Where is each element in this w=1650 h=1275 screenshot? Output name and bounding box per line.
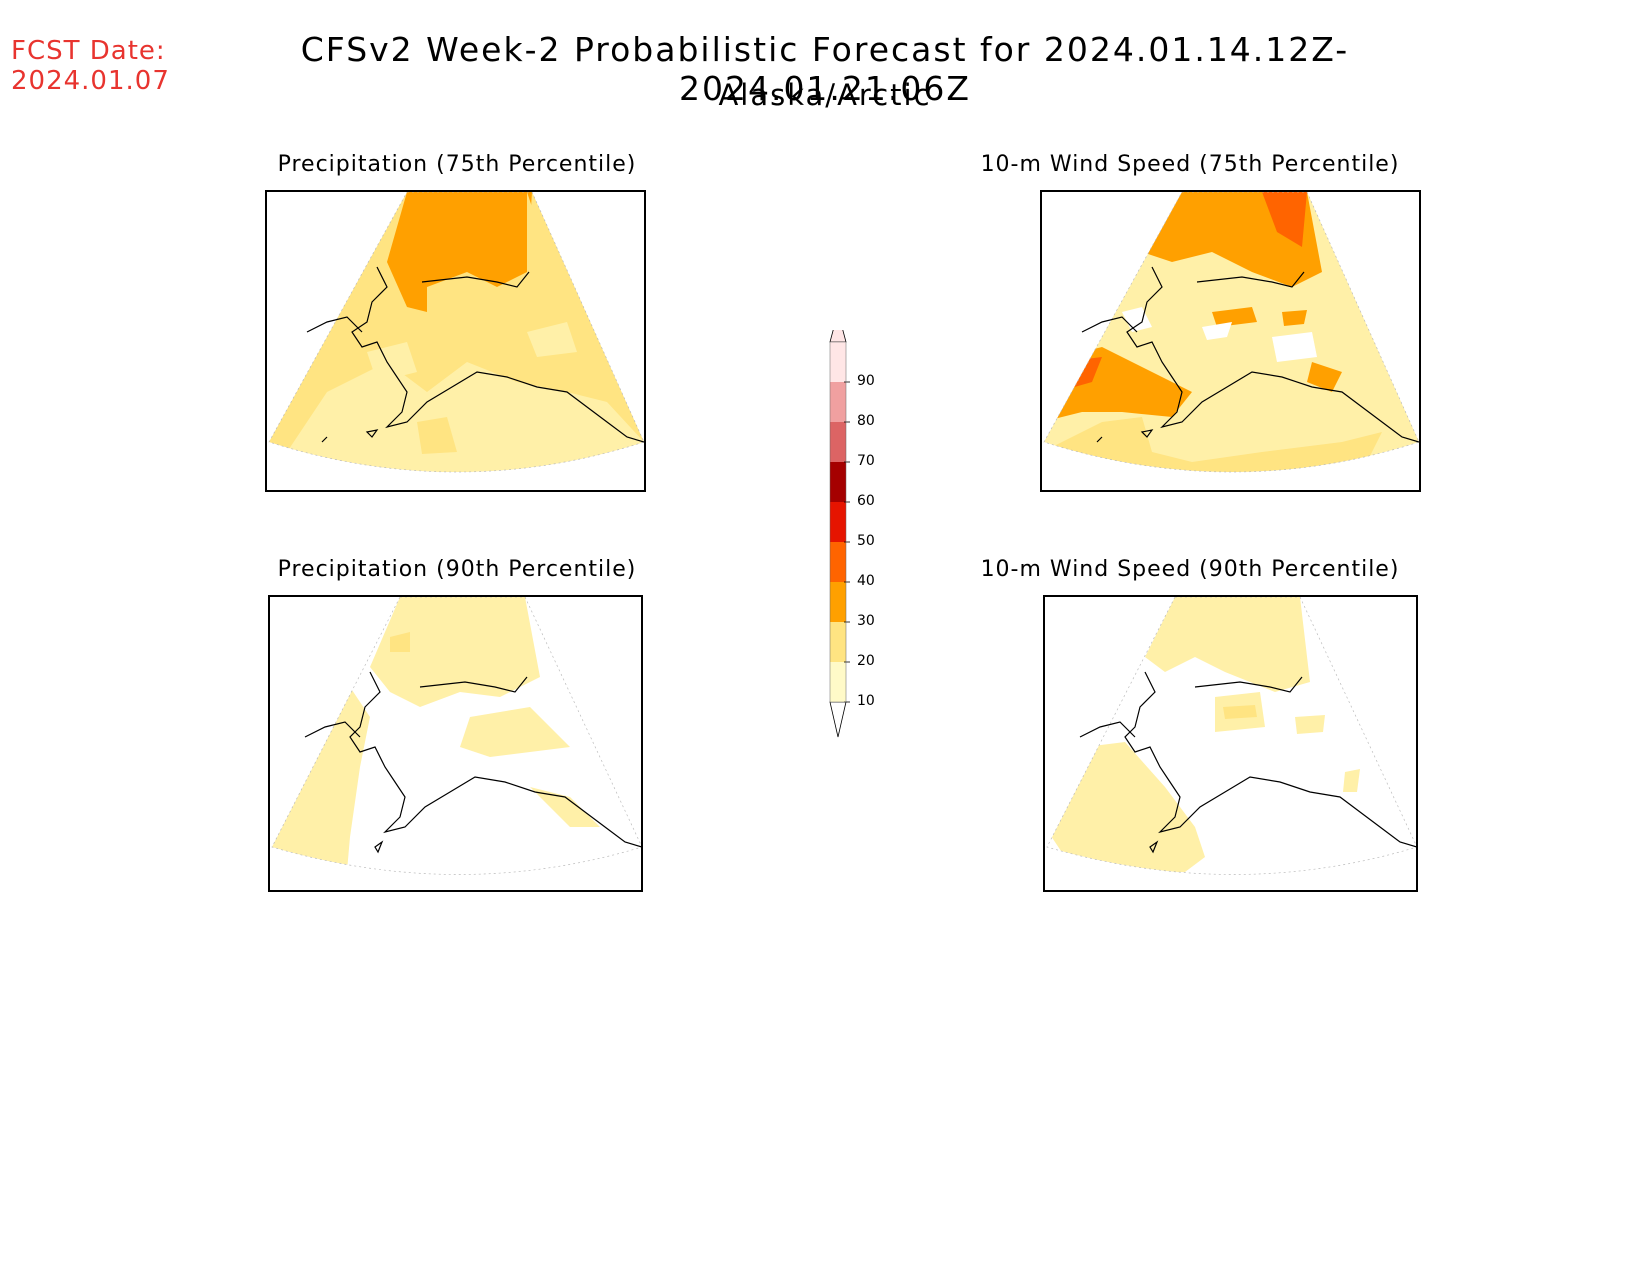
panel-title-wind-90: 10-m Wind Speed (90th Percentile): [980, 557, 1400, 582]
colorbar-segment: [830, 542, 846, 582]
colorbar-segment: [830, 662, 846, 702]
colorbar-segment: [830, 622, 846, 662]
panel-title-precip-75: Precipitation (75th Percentile): [277, 152, 637, 177]
colorbar-tick-label: 10: [857, 693, 875, 709]
colorbar-tick-label: 80: [857, 413, 875, 429]
colorbar-segment: [830, 422, 846, 462]
colorbar-tick-label: 20: [857, 653, 875, 669]
page-title: CFSv2 Week-2 Probabilistic Forecast for …: [300, 30, 1350, 108]
map-wind-90: [1043, 595, 1418, 892]
colorbar-segment: [830, 462, 846, 502]
panel-title-precip-90: Precipitation (90th Percentile): [277, 557, 637, 582]
colorbar-tick-label: 70: [857, 453, 875, 469]
forecast-date-block: FCST Date: 2024.01.07: [11, 36, 170, 96]
colorbar-border: [829, 341, 847, 703]
map-precip-90: [268, 595, 643, 892]
colorbar-tick-label: 30: [857, 613, 875, 629]
map-wind-75: [1040, 190, 1421, 492]
colorbar-tick-label: 60: [857, 493, 875, 509]
colorbar-top-triangle: [829, 330, 847, 343]
colorbar-segment: [830, 342, 846, 382]
panel-title-wind-75: 10-m Wind Speed (75th Percentile): [980, 152, 1400, 177]
forecast-date-label: FCST Date:: [11, 36, 166, 66]
page-subtitle: Alaska/Arctic: [718, 78, 932, 112]
colorbar-tick-label: 90: [857, 373, 875, 389]
colorbar-segment: [830, 502, 846, 542]
colorbar-bottom-triangle: [829, 701, 847, 738]
map-precip-75: [265, 190, 646, 492]
forecast-date-value: 2024.01.07: [11, 66, 170, 96]
colorbar-segment: [830, 582, 846, 622]
colorbar-tick-label: 50: [857, 533, 875, 549]
colorbar-tick-label: 40: [857, 573, 875, 589]
colorbar: 10 20 30 40 50 60 70 80 90: [820, 330, 900, 750]
colorbar-segment: [830, 382, 846, 422]
